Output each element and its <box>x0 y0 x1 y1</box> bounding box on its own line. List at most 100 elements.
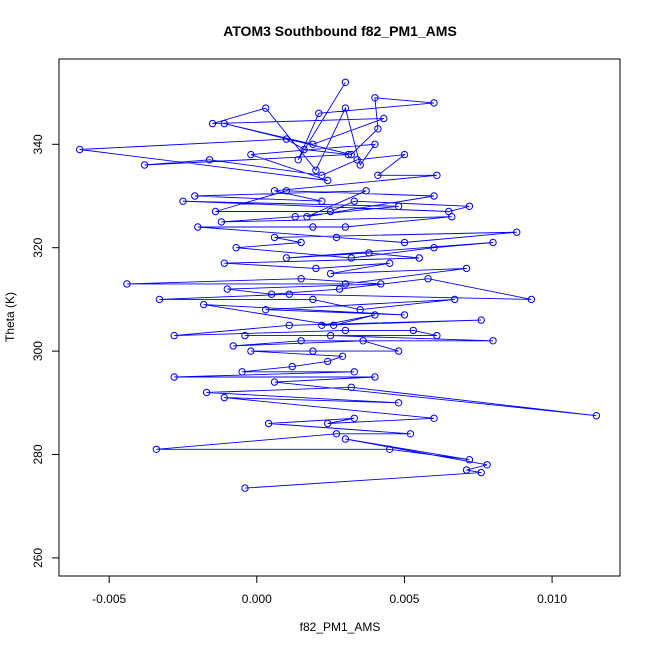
data-point <box>170 331 178 340</box>
data-point <box>380 114 388 123</box>
data-point <box>155 295 164 304</box>
data-point <box>433 171 441 180</box>
data-point <box>433 331 441 340</box>
data-point <box>312 166 320 174</box>
x-tick-label: 0.000 <box>242 592 272 606</box>
data-point <box>318 321 326 329</box>
y-tick-label: 300 <box>31 341 45 361</box>
data-point <box>179 197 187 205</box>
y-tick-label: 340 <box>31 134 45 154</box>
data-point <box>220 259 229 267</box>
chart-title: ATOM3 Southbound f82_PM1_AMS <box>223 23 457 39</box>
x-axis-label: f82_PM1_AMS <box>300 620 381 634</box>
data-point <box>318 171 326 180</box>
data-point <box>350 368 358 376</box>
data-point <box>341 78 350 87</box>
data-point <box>288 362 296 371</box>
data-point <box>424 275 432 283</box>
data-point <box>332 233 341 242</box>
data-point <box>152 445 161 453</box>
data-point <box>264 419 273 428</box>
data-point <box>309 140 317 149</box>
data-point <box>409 326 417 335</box>
data-point <box>291 213 299 221</box>
data-point <box>371 140 379 149</box>
data-point <box>477 316 485 324</box>
data-point <box>400 311 409 319</box>
data-point <box>262 306 270 314</box>
data-point <box>347 150 355 159</box>
data-point <box>309 347 317 355</box>
data-point <box>350 414 358 422</box>
data-point <box>285 290 293 298</box>
data-point <box>332 430 341 438</box>
data-point <box>309 223 317 231</box>
series-group <box>76 78 601 492</box>
data-point <box>326 331 335 340</box>
data-point <box>371 373 379 381</box>
data-point <box>326 207 335 216</box>
data-point <box>309 295 317 304</box>
plot-area <box>58 58 621 577</box>
data-point <box>341 435 350 443</box>
data-point <box>170 373 178 381</box>
data-point <box>282 187 291 195</box>
data-point <box>430 414 438 422</box>
data-point <box>297 238 305 247</box>
data-point <box>406 430 415 438</box>
data-point <box>270 378 279 386</box>
data-point <box>326 269 335 278</box>
y-tick-label: 260 <box>31 548 45 568</box>
data-point <box>341 104 350 112</box>
data-point <box>400 150 409 159</box>
data-point <box>324 419 332 428</box>
data-point <box>202 388 211 397</box>
data-point <box>592 412 601 420</box>
y-axis-label: Theta (K) <box>3 292 17 342</box>
data-point <box>451 295 459 304</box>
data-point <box>238 368 246 376</box>
data-point <box>338 352 347 360</box>
data-point <box>356 306 364 314</box>
data-point <box>123 280 131 288</box>
data-point <box>527 295 536 304</box>
x-tick-label: -0.005 <box>92 592 126 606</box>
data-point <box>430 192 438 200</box>
data-point <box>241 331 249 340</box>
data-point <box>324 176 332 185</box>
x-tick-label: 0.010 <box>537 592 567 606</box>
data-point <box>344 150 353 159</box>
data-point <box>220 393 229 402</box>
data-point <box>465 456 474 464</box>
data-point <box>394 202 403 211</box>
data-point <box>341 280 350 288</box>
data-point <box>200 300 208 309</box>
data-point <box>513 228 521 236</box>
data-point <box>211 207 220 216</box>
data-point <box>262 104 270 112</box>
data-point <box>353 156 361 164</box>
data-point <box>347 383 355 391</box>
data-point <box>282 254 291 262</box>
data-point <box>217 218 226 226</box>
x-axis: -0.005 0.000 0.005 0.010 <box>92 575 567 606</box>
data-point <box>489 337 497 345</box>
data-point <box>394 347 403 355</box>
series-line <box>79 82 597 489</box>
data-point <box>247 347 255 355</box>
data-point <box>462 264 471 273</box>
data-point <box>270 233 279 242</box>
data-point <box>341 326 350 335</box>
data-point <box>220 119 229 128</box>
data-point <box>430 244 438 252</box>
data-point <box>374 171 382 180</box>
data-point <box>365 249 373 257</box>
data-point <box>371 311 379 319</box>
data-point <box>489 238 497 247</box>
data-point <box>430 99 438 107</box>
data-point <box>191 192 199 200</box>
data-point <box>223 285 232 293</box>
data-point <box>335 285 344 293</box>
data-point <box>347 254 355 262</box>
